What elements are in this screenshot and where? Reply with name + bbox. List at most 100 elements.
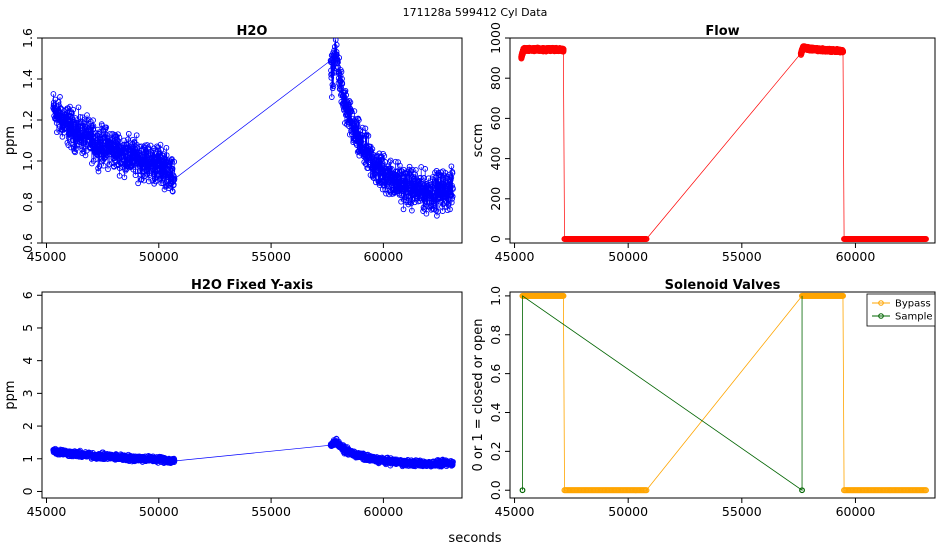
data-point: [922, 235, 929, 243]
x-axis-label: seconds: [448, 531, 501, 546]
data-point: [90, 130, 96, 137]
data-point: [337, 85, 343, 92]
y-tick-label: 4: [20, 357, 35, 365]
data-point: [150, 147, 157, 154]
data-point: [152, 178, 159, 185]
data-point: [125, 130, 132, 137]
y-tick-label: 0: [20, 487, 35, 495]
data-point: [93, 156, 99, 162]
data-point: [135, 180, 141, 187]
y-tick-label: 800: [488, 66, 503, 90]
data-point: [409, 207, 415, 214]
y-axis-label: ppm: [3, 380, 18, 409]
data-point: [423, 210, 430, 217]
x-tick-label: 55000: [251, 504, 291, 519]
data-point: [90, 117, 96, 124]
figure-title: 171128a 599412 Cyl Data: [403, 6, 548, 19]
data-point: [369, 146, 376, 152]
data-point: [84, 117, 91, 124]
x-tick-label: 55000: [251, 249, 291, 264]
data-point: [381, 153, 388, 159]
x-tick-label: 60000: [836, 249, 876, 264]
data-point: [169, 165, 176, 172]
data-point: [839, 48, 847, 56]
data-point: [158, 180, 165, 187]
data-point: [429, 176, 436, 182]
data-point: [337, 73, 344, 79]
data-point: [346, 97, 353, 104]
data-point: [73, 146, 79, 152]
data-point: [103, 124, 110, 131]
data-point: [329, 81, 336, 88]
data-point: [169, 159, 175, 165]
data-point: [67, 103, 73, 110]
data-point: [83, 126, 90, 133]
data-point: [57, 105, 64, 111]
data-point: [445, 200, 452, 207]
data-point: [116, 134, 123, 141]
data-point: [149, 150, 156, 157]
data-point: [162, 183, 169, 190]
y-tick-label: 5: [20, 324, 35, 332]
y-tick-label: 1: [20, 455, 35, 463]
data-point: [82, 123, 89, 130]
series-flow: [518, 43, 929, 243]
data-point: [134, 145, 141, 151]
y-tick-label: 1000: [488, 22, 503, 54]
data-point: [93, 140, 100, 146]
data-point: [365, 132, 372, 139]
data-point: [106, 161, 113, 168]
data-point: [434, 212, 440, 219]
data-point: [429, 174, 436, 180]
data-point: [425, 175, 432, 182]
plot-frame: [509, 37, 936, 244]
data-point: [115, 131, 121, 138]
plot-frame: [41, 37, 463, 244]
data-point: [50, 91, 57, 97]
data-point: [133, 132, 140, 139]
data-point: [333, 30, 338, 35]
data-point: [422, 166, 429, 172]
data-point: [334, 57, 341, 64]
data-point: [363, 131, 370, 138]
y-tick-label: 0.6: [20, 233, 35, 253]
data-point: [163, 144, 170, 151]
data-point: [423, 199, 430, 206]
data-point: [333, 49, 340, 55]
data-layer: [50, 30, 456, 219]
x-tick-label: 45000: [495, 249, 535, 264]
data-point: [365, 165, 372, 171]
data-point: [448, 163, 455, 170]
panel-title: H2O Fixed Y-axis: [191, 278, 313, 293]
data-point: [74, 119, 81, 126]
x-tick-label: 60000: [364, 504, 404, 519]
data-point: [115, 138, 122, 144]
data-point: [55, 99, 62, 105]
y-tick-label: 1.4: [20, 69, 35, 89]
data-point: [138, 176, 144, 183]
data-point: [128, 163, 135, 170]
data-point: [171, 176, 178, 182]
x-tick-label: 50000: [608, 249, 648, 264]
data-point: [448, 192, 455, 199]
data-point: [643, 235, 650, 243]
y-axis-label: sccm: [471, 124, 486, 158]
y-tick-label: 400: [488, 147, 503, 171]
y-tick-label: 3: [20, 389, 35, 397]
data-point: [169, 188, 176, 195]
x-tick-label: 45000: [27, 504, 67, 519]
y-tick-label: 1.0: [20, 151, 35, 171]
data-point: [154, 143, 160, 150]
data-point: [400, 206, 407, 213]
data-point: [356, 117, 362, 123]
data-point: [62, 125, 69, 132]
data-layer: [518, 43, 929, 243]
data-point: [560, 48, 567, 55]
y-tick-label: 6: [20, 291, 35, 299]
data-point: [78, 143, 85, 150]
y-tick-label: 0: [488, 235, 503, 243]
